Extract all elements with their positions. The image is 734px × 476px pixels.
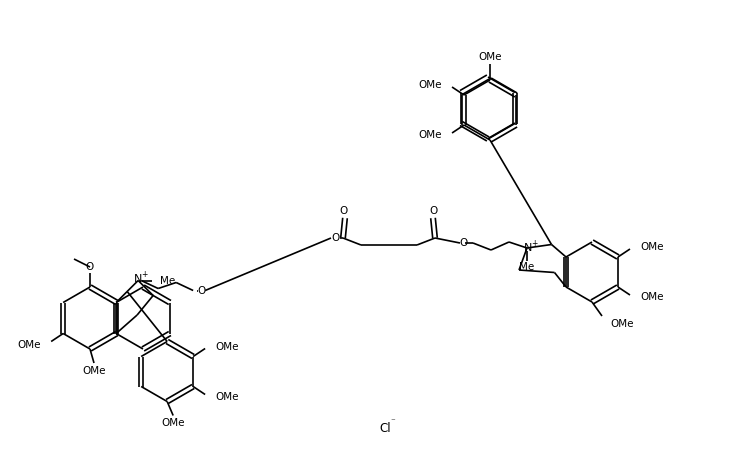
Text: +: + bbox=[531, 238, 537, 248]
Text: O: O bbox=[429, 206, 437, 216]
Text: +: + bbox=[141, 270, 148, 279]
Text: N: N bbox=[134, 275, 142, 285]
Text: OMe: OMe bbox=[479, 52, 502, 62]
Text: OMe: OMe bbox=[640, 242, 664, 252]
Text: OMe: OMe bbox=[418, 130, 442, 140]
Text: N: N bbox=[524, 243, 532, 253]
Text: OMe: OMe bbox=[215, 391, 239, 401]
Text: OMe: OMe bbox=[18, 340, 41, 350]
Text: Cl: Cl bbox=[379, 422, 390, 435]
Text: OMe: OMe bbox=[161, 418, 185, 428]
Text: ⁻: ⁻ bbox=[390, 417, 396, 426]
Text: Me: Me bbox=[160, 276, 175, 286]
Text: O: O bbox=[331, 233, 339, 243]
Text: OMe: OMe bbox=[418, 80, 442, 90]
Text: O: O bbox=[86, 262, 94, 272]
Text: O: O bbox=[340, 206, 348, 216]
Text: OMe: OMe bbox=[610, 319, 633, 329]
Text: O: O bbox=[197, 286, 206, 296]
Text: O: O bbox=[460, 238, 468, 248]
Text: Me: Me bbox=[520, 262, 534, 272]
Text: OMe: OMe bbox=[640, 292, 664, 302]
Text: OMe: OMe bbox=[215, 341, 239, 351]
Text: OMe: OMe bbox=[82, 366, 106, 376]
